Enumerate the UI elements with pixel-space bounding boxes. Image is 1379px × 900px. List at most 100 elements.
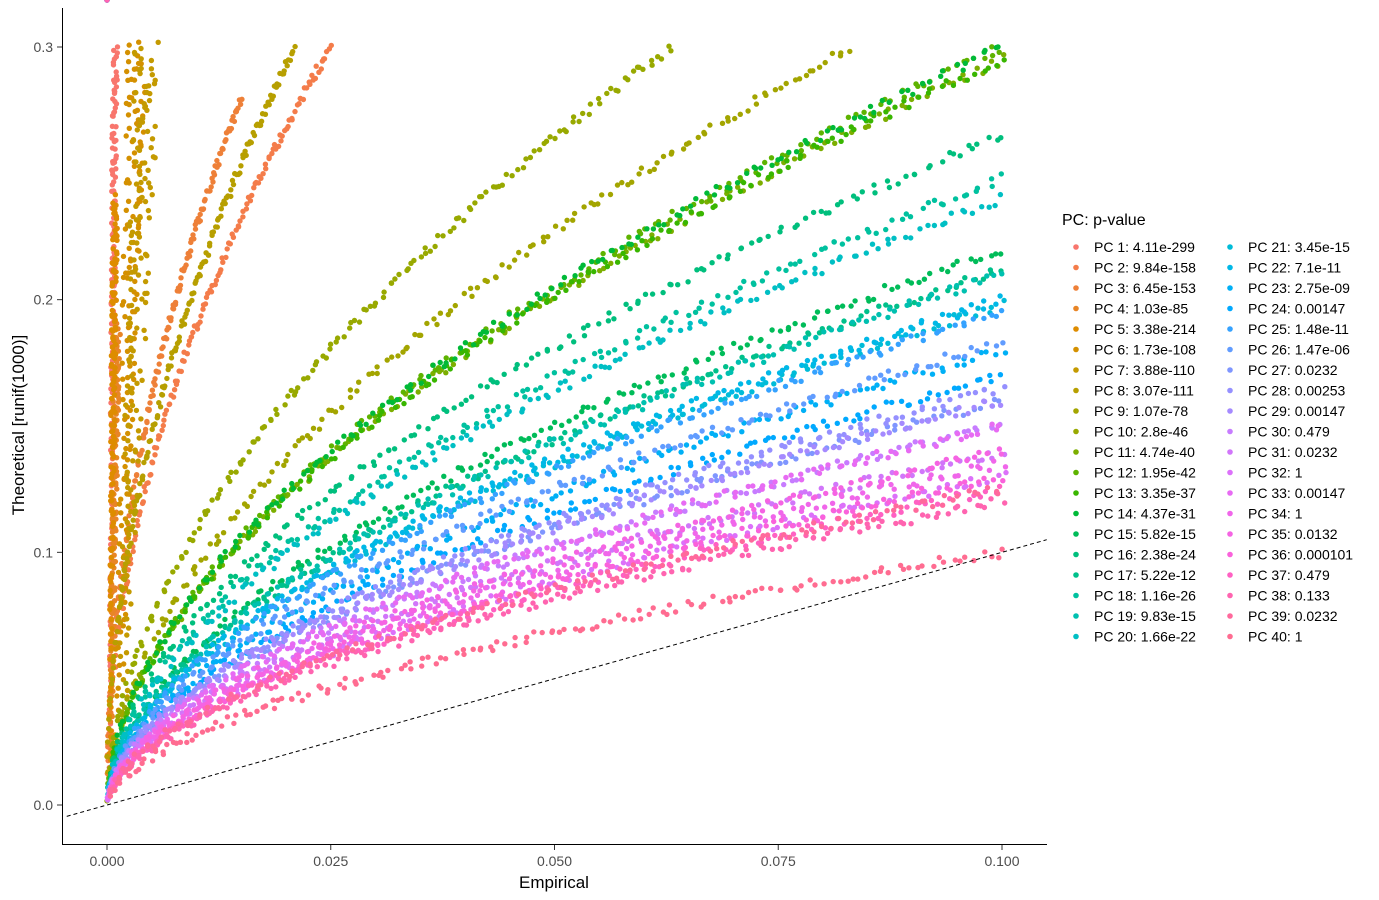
data-point xyxy=(119,544,126,550)
data-point xyxy=(814,449,820,456)
data-point xyxy=(124,519,130,525)
data-point xyxy=(591,449,597,456)
data-point xyxy=(354,388,360,394)
data-point xyxy=(447,366,453,372)
data-point xyxy=(274,460,281,467)
data-point xyxy=(344,510,351,517)
data-point xyxy=(394,397,400,403)
data-point xyxy=(130,213,136,220)
data-point xyxy=(422,250,429,257)
data-point xyxy=(379,547,386,553)
data-point xyxy=(639,238,645,244)
data-point xyxy=(805,467,811,473)
data-point xyxy=(296,593,303,600)
data-point xyxy=(673,309,679,316)
data-point xyxy=(375,417,382,423)
data-point xyxy=(421,516,428,522)
data-point xyxy=(485,473,491,480)
data-point xyxy=(123,270,129,276)
data-point xyxy=(646,340,652,346)
data-point xyxy=(345,558,352,564)
data-point xyxy=(171,656,177,663)
data-point xyxy=(322,497,328,503)
data-point xyxy=(160,344,166,350)
data-point xyxy=(713,183,719,190)
data-point xyxy=(549,285,555,292)
data-point xyxy=(418,528,424,535)
data-point xyxy=(720,460,726,466)
data-point xyxy=(767,413,773,419)
data-point xyxy=(197,218,203,224)
data-point xyxy=(111,47,117,54)
data-point xyxy=(407,394,413,401)
data-point xyxy=(226,650,232,657)
data-point xyxy=(418,579,424,585)
data-point xyxy=(544,373,550,379)
data-point xyxy=(710,395,716,402)
data-point xyxy=(701,465,707,472)
data-point xyxy=(719,350,726,357)
data-point xyxy=(465,576,472,583)
data-point xyxy=(163,617,169,623)
data-point xyxy=(935,392,941,398)
data-point xyxy=(460,429,466,435)
data-point xyxy=(726,308,732,314)
data-point xyxy=(269,469,275,475)
data-point xyxy=(802,215,809,221)
data-point xyxy=(424,320,430,327)
data-point xyxy=(699,375,706,382)
data-point xyxy=(273,406,279,413)
data-point xyxy=(170,569,176,575)
data-point xyxy=(654,160,660,166)
data-point xyxy=(124,177,131,183)
data-point xyxy=(655,236,661,242)
data-point xyxy=(744,459,750,465)
data-point xyxy=(734,387,741,393)
data-point xyxy=(1001,57,1007,63)
data-point xyxy=(573,414,579,420)
data-point xyxy=(173,669,179,675)
data-point xyxy=(226,599,232,606)
data-point xyxy=(166,401,173,407)
data-point xyxy=(829,50,836,57)
data-point xyxy=(271,659,278,665)
data-point xyxy=(340,549,347,556)
data-point xyxy=(428,519,434,525)
data-point xyxy=(356,491,362,498)
data-point xyxy=(998,251,1004,257)
data-point xyxy=(857,452,864,459)
data-point xyxy=(108,395,115,402)
data-point xyxy=(115,685,121,691)
data-point xyxy=(114,44,121,50)
data-point xyxy=(253,571,259,577)
data-point xyxy=(768,155,775,161)
data-point xyxy=(197,516,203,523)
data-point xyxy=(713,368,719,374)
data-point xyxy=(790,500,796,506)
data-point xyxy=(435,365,442,371)
data-point xyxy=(196,585,203,591)
data-point xyxy=(392,518,398,524)
data-point xyxy=(515,496,521,502)
data-point xyxy=(222,548,228,555)
data-point xyxy=(113,84,120,90)
data-point xyxy=(405,266,411,272)
data-point xyxy=(964,77,970,83)
data-point xyxy=(568,500,574,506)
data-point xyxy=(113,101,120,107)
data-point xyxy=(558,282,564,288)
data-point xyxy=(765,233,771,240)
data-point xyxy=(851,126,857,133)
data-point xyxy=(255,180,262,186)
data-point xyxy=(255,600,262,607)
data-point xyxy=(241,559,248,565)
data-point xyxy=(452,302,458,309)
data-point xyxy=(651,166,657,172)
data-point xyxy=(363,421,369,427)
data-point xyxy=(568,436,574,443)
data-point xyxy=(702,401,708,408)
data-point xyxy=(149,460,156,466)
data-point xyxy=(454,523,460,529)
data-point xyxy=(744,342,750,348)
data-point xyxy=(627,306,633,312)
